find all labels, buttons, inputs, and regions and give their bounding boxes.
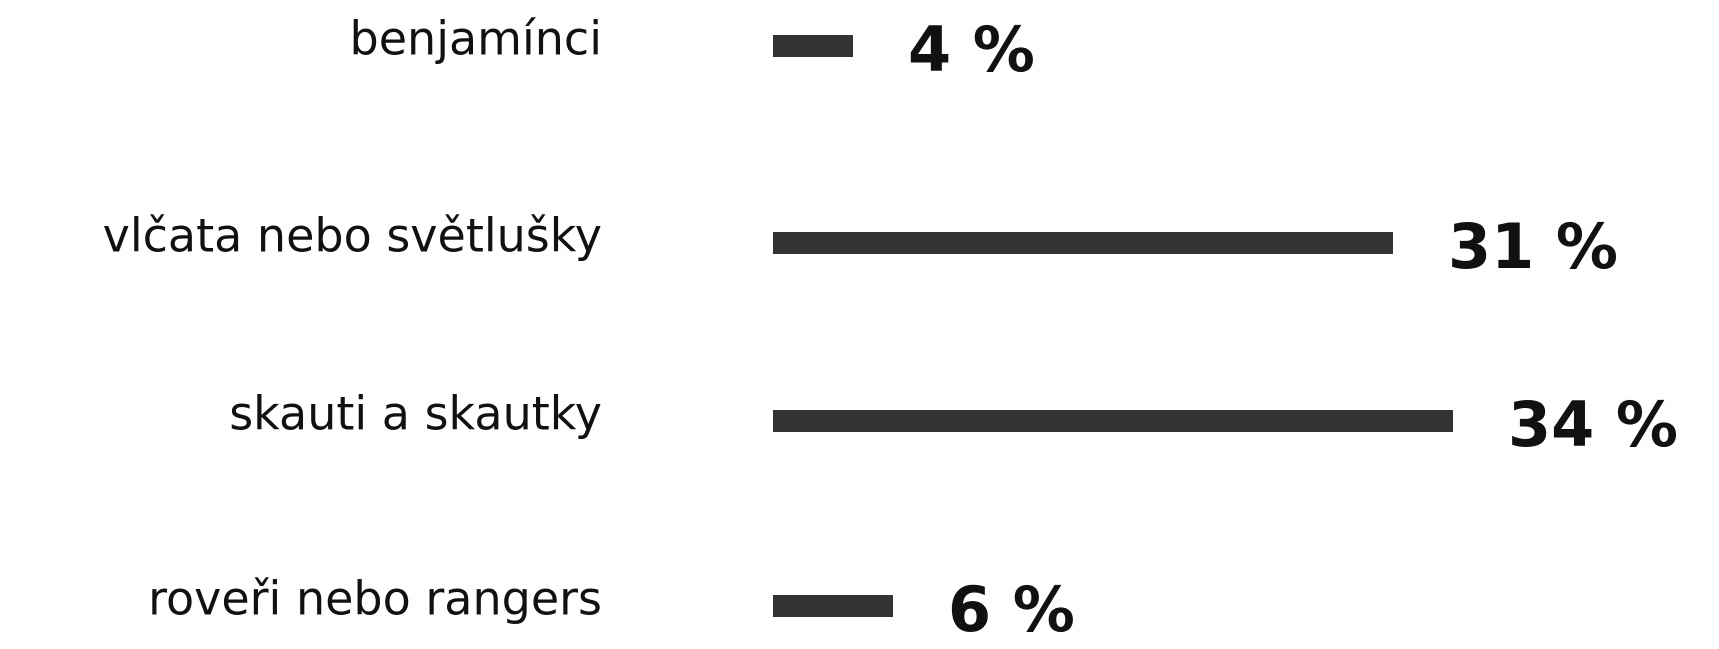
category-label: skauti a skautky <box>229 387 602 441</box>
bar <box>773 35 853 57</box>
bar <box>773 232 1393 254</box>
value-label: 6 % <box>948 573 1075 646</box>
category-label: vlčata nebo světlušky <box>103 209 602 263</box>
value-label: 4 % <box>908 13 1035 86</box>
category-label: benjamínci <box>350 12 602 66</box>
value-label: 34 % <box>1508 388 1678 461</box>
value-label: 31 % <box>1448 210 1618 283</box>
category-label: roveři nebo rangers <box>148 572 602 626</box>
bar <box>773 410 1453 432</box>
bar <box>773 595 893 617</box>
